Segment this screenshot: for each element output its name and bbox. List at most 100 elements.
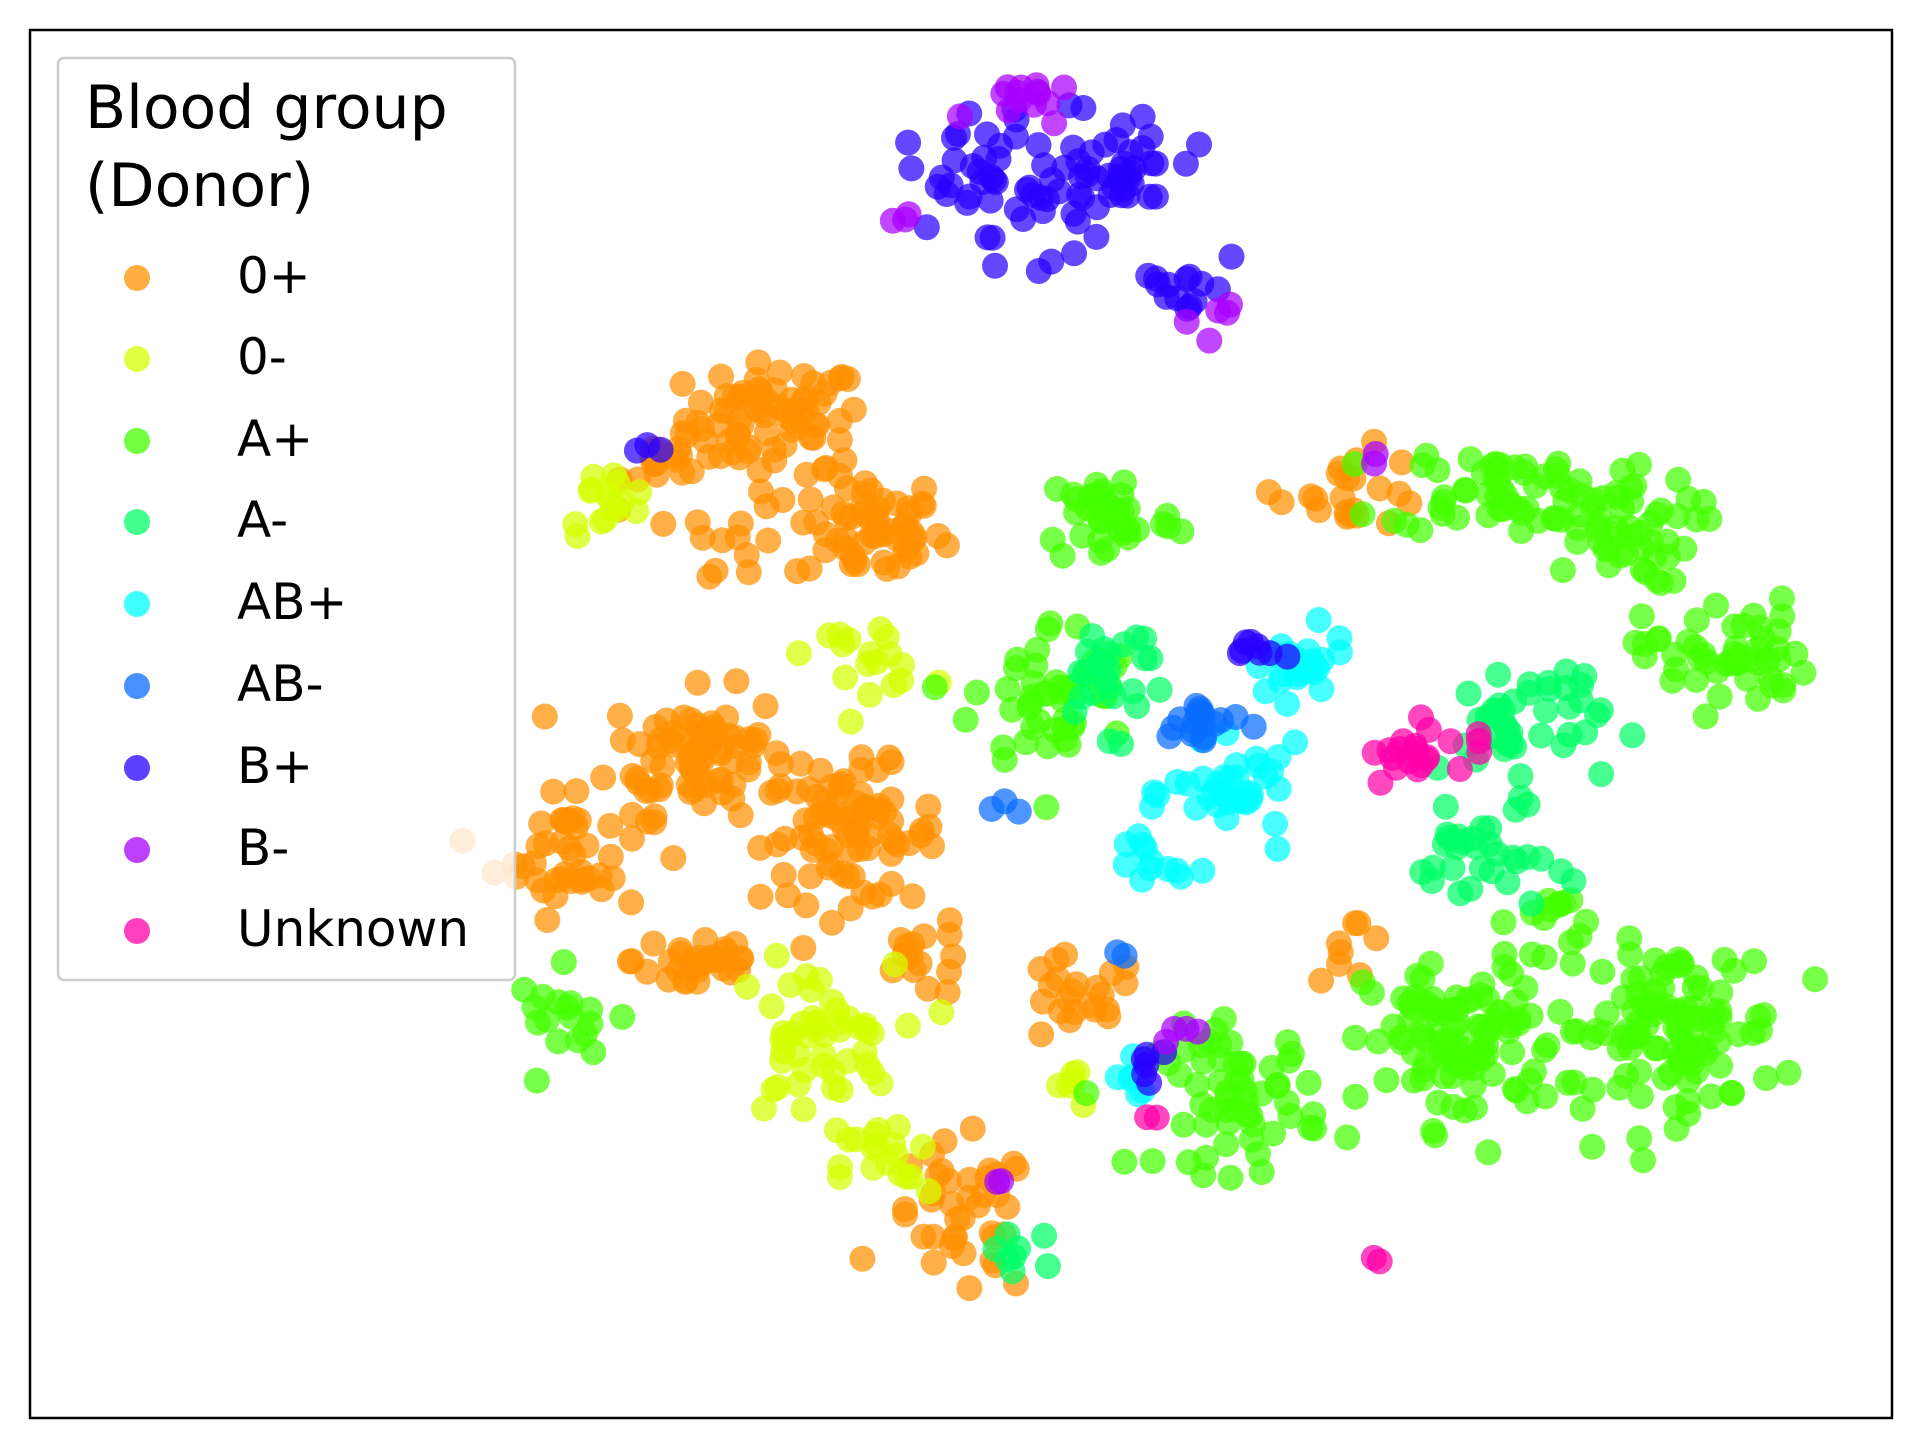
data-point	[1137, 645, 1164, 672]
data-point	[887, 1160, 914, 1187]
data-point	[1407, 517, 1434, 544]
data-point	[1579, 1076, 1606, 1103]
data-point	[934, 979, 961, 1006]
data-point	[1675, 1100, 1702, 1127]
data-point	[936, 958, 962, 985]
data-point	[1690, 488, 1717, 515]
data-point	[1422, 996, 1449, 1023]
data-point	[1475, 1139, 1502, 1166]
data-point	[725, 407, 752, 434]
data-point	[1437, 728, 1464, 755]
data-point	[1190, 727, 1217, 754]
data-point	[1260, 1120, 1287, 1147]
data-point	[1308, 967, 1335, 994]
data-point	[770, 861, 797, 888]
data-point	[1003, 655, 1030, 682]
data-point	[858, 1020, 885, 1047]
legend-marker-0pos	[124, 265, 150, 291]
data-point	[899, 883, 926, 910]
data-point	[660, 845, 687, 872]
legend-label-0neg: 0-	[237, 328, 287, 386]
legend-label-aneg: A-	[237, 491, 288, 549]
data-point	[994, 676, 1021, 702]
data-point	[534, 907, 561, 933]
data-point	[1184, 1071, 1211, 1098]
data-point	[1172, 150, 1199, 177]
data-point	[1342, 1024, 1368, 1051]
data-point	[858, 477, 884, 504]
data-point	[826, 621, 853, 648]
series-AB+	[1104, 607, 1353, 1108]
data-point	[1136, 1069, 1163, 1096]
data-point	[1043, 946, 1070, 973]
data-point	[956, 1275, 983, 1302]
series-Unknown	[1134, 704, 1493, 1275]
data-point	[799, 836, 826, 863]
legend-label-bneg: B-	[237, 819, 289, 877]
legend-title-line-2: (Donor)	[85, 151, 314, 221]
data-point	[819, 773, 845, 800]
series-AB-	[978, 692, 1267, 969]
data-point	[790, 1096, 817, 1123]
data-point	[1025, 132, 1052, 159]
data-point	[562, 511, 589, 538]
data-point	[1113, 516, 1140, 543]
data-point	[1518, 890, 1545, 917]
data-point	[734, 973, 761, 1000]
legend-marker-abpos	[124, 591, 150, 617]
data-point	[1081, 996, 1108, 1023]
data-point	[760, 1076, 787, 1103]
data-point	[1129, 831, 1156, 858]
data-point	[1084, 974, 1111, 1001]
data-point	[736, 434, 762, 461]
data-point	[1548, 858, 1574, 885]
data-point	[1373, 1067, 1400, 1094]
data-point	[1734, 665, 1761, 692]
data-point	[1234, 1101, 1261, 1128]
legend-label-unknown: Unknown	[237, 900, 469, 958]
data-point	[1649, 960, 1676, 987]
data-point	[649, 753, 676, 780]
data-point	[1360, 1244, 1387, 1271]
data-point	[978, 795, 1005, 822]
data-point	[616, 948, 643, 975]
data-point	[1703, 592, 1729, 619]
data-point	[978, 164, 1005, 191]
data-point	[1297, 483, 1324, 510]
data-point	[1136, 855, 1163, 882]
data-point	[1295, 1069, 1322, 1096]
data-point	[859, 1059, 886, 1086]
data-point	[667, 937, 694, 963]
data-point	[1037, 972, 1064, 999]
data-point	[914, 975, 941, 1002]
data-point	[1671, 535, 1698, 562]
data-point	[1479, 702, 1506, 729]
data-point	[1388, 449, 1415, 476]
data-point	[1488, 1000, 1515, 1026]
data-point	[758, 779, 785, 806]
data-point	[1186, 131, 1212, 158]
data-point	[1525, 507, 1552, 534]
data-point	[1097, 182, 1124, 208]
data-point	[1651, 1064, 1678, 1091]
data-point	[796, 555, 823, 582]
data-point	[600, 462, 627, 489]
data-point	[1672, 995, 1699, 1022]
data-point	[1031, 1222, 1058, 1249]
data-point	[800, 370, 827, 397]
data-point	[1473, 1041, 1500, 1068]
series-0-	[562, 462, 1097, 1205]
data-point	[1470, 459, 1497, 486]
data-point	[936, 921, 963, 948]
data-point	[1274, 690, 1301, 717]
data-point	[1345, 910, 1372, 937]
data-point	[1622, 629, 1649, 656]
data-point	[523, 1067, 550, 1094]
data-point	[590, 764, 617, 791]
data-point	[910, 1223, 937, 1250]
data-point	[797, 486, 824, 513]
data-point	[609, 1003, 636, 1030]
data-point	[1047, 998, 1074, 1025]
data-point	[1046, 1072, 1072, 1099]
data-point	[669, 370, 696, 397]
